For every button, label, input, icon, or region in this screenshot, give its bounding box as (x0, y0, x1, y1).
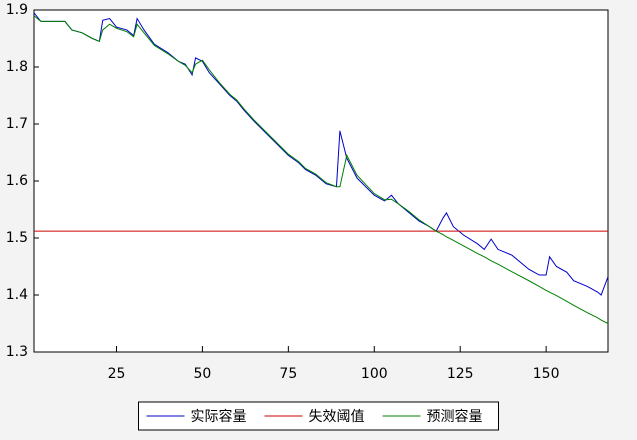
x-tick-label: 150 (533, 366, 560, 382)
plot-area (33, 9, 609, 353)
legend-label: 预测容量 (427, 408, 483, 425)
legend-box (138, 401, 499, 431)
x-tick-label: 50 (194, 366, 212, 382)
y-tick-label: 1.8 (6, 59, 28, 75)
series-line (33, 12, 609, 296)
y-tick-label: 1.4 (6, 287, 28, 303)
x-tick-label: 75 (279, 366, 297, 382)
legend-label: 实际容量 (191, 408, 247, 425)
x-tick-label: 100 (361, 366, 388, 382)
legend-label: 失效阈值 (309, 409, 365, 425)
x-tick-label: 125 (447, 366, 474, 382)
y-tick-label: 1.6 (6, 173, 28, 189)
x-tick-label: 25 (108, 366, 126, 382)
series-line (33, 15, 609, 324)
y-tick-label: 1.9 (6, 2, 28, 18)
y-tick-label: 1.7 (6, 116, 28, 132)
y-tick-label: 1.5 (6, 230, 28, 246)
y-tick-label: 1.3 (6, 344, 28, 360)
